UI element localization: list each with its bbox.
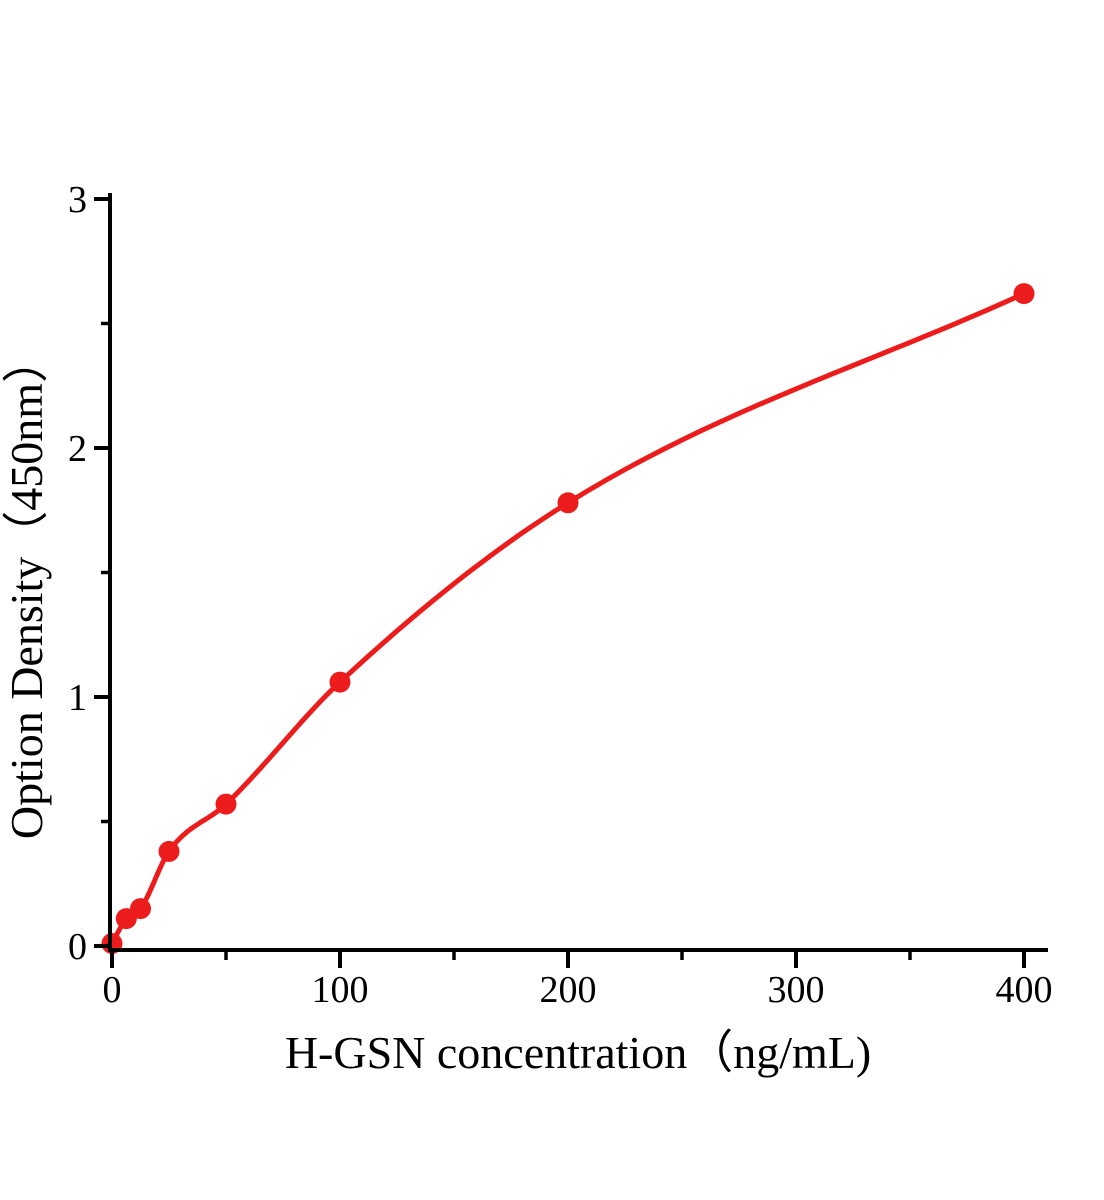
data-point (557, 492, 579, 514)
x-tick-label: 300 (768, 969, 825, 1011)
y-tick-label: 2 (68, 428, 87, 470)
x-tick-label: 200 (540, 969, 597, 1011)
y-tick-label: 1 (68, 677, 87, 719)
data-point (130, 898, 151, 920)
plot-series (101, 283, 1035, 954)
fitted-curve (109, 291, 1027, 946)
x-axis-title: H-GSN concentration（ng/mL) (285, 1027, 871, 1078)
data-point (215, 793, 237, 815)
data-point (329, 671, 351, 693)
x-tick-label: 100 (312, 969, 369, 1011)
y-axis-title: Option Density（450nm） (1, 337, 52, 839)
data-point (1013, 283, 1035, 305)
x-tick-label: 400 (996, 969, 1053, 1011)
x-tick-label: 0 (103, 969, 122, 1011)
plot-axes: 0 100 200 300 400 0 1 2 3 (68, 179, 1053, 1011)
data-point (158, 840, 180, 862)
y-tick-label: 0 (68, 926, 87, 968)
y-tick-label: 3 (68, 179, 87, 221)
